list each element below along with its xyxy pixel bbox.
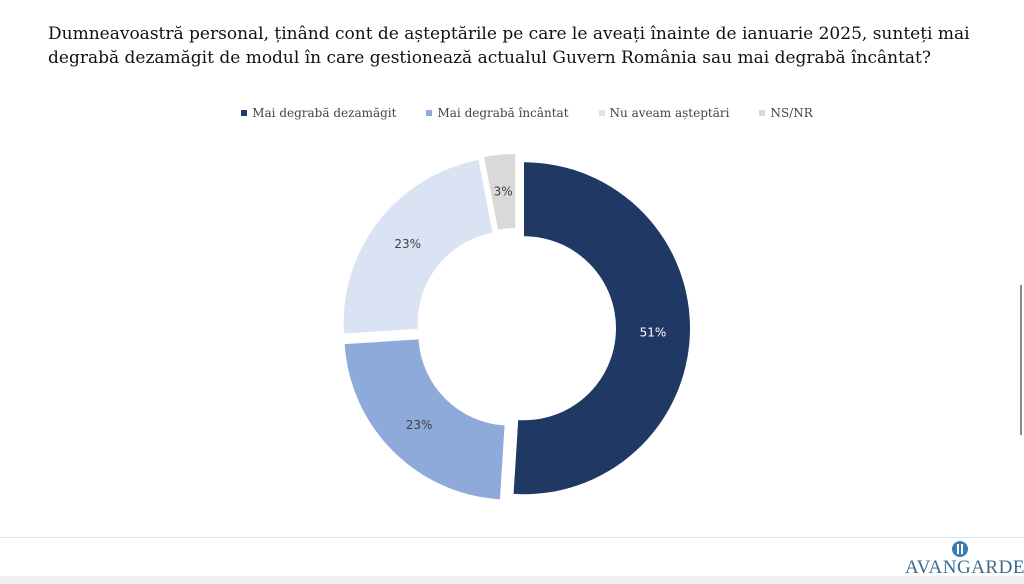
data-label: 3%: [494, 185, 513, 199]
logo-emblem-icon: [952, 541, 968, 557]
logo-text: AVANGARDE: [905, 557, 1024, 578]
legend-item: Mai degrabă dezamăgit: [241, 106, 396, 120]
scrollbar[interactable]: [1020, 285, 1022, 435]
legend-swatch: [759, 110, 766, 116]
data-label: 51%: [640, 325, 667, 339]
footer-strip: [0, 576, 1024, 584]
legend-label: Mai degrabă dezamăgit: [252, 106, 397, 120]
legend-label: NS/NR: [770, 106, 813, 120]
donut-slice: [513, 162, 690, 495]
legend-swatch: [598, 110, 605, 116]
legend-swatch: [426, 110, 433, 116]
chart-title: Dumneavoastră personal, ținând cont de a…: [48, 24, 970, 68]
divider: [0, 537, 1024, 538]
donut-slice: [344, 339, 505, 500]
legend-item: Nu aveam așteptări: [598, 106, 730, 120]
legend-item: NS/NR: [759, 106, 813, 120]
avangarde-logo: AVANGARDE: [905, 540, 1024, 578]
legend-item: Mai degrabă încântat: [426, 106, 569, 120]
data-label: 23%: [394, 237, 421, 251]
legend-label: Mai degrabă încântat: [437, 106, 569, 120]
data-label: 23%: [406, 418, 433, 432]
legend-swatch: [241, 110, 248, 116]
legend: Mai degrabă dezamăgit Mai degrabă încânta…: [0, 106, 1024, 120]
donut-slice: [484, 154, 516, 230]
donut-slice: [343, 160, 493, 334]
legend-label: Nu aveam așteptări: [609, 106, 730, 120]
